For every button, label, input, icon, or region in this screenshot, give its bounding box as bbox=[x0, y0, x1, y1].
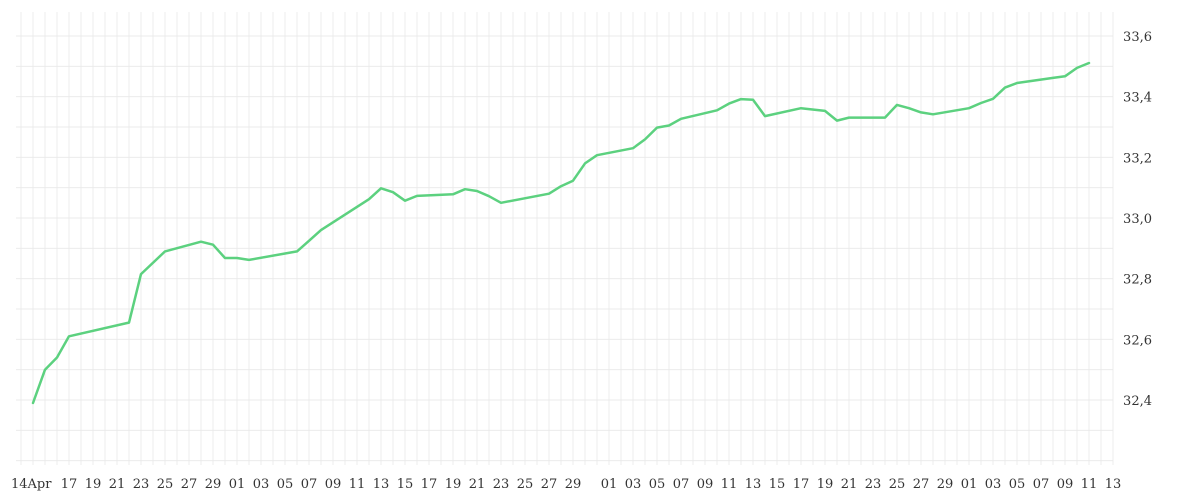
y-tick-label: 33,4 bbox=[1123, 91, 1152, 106]
x-tick-label: 05 bbox=[1009, 477, 1026, 492]
x-tick-label: 21 bbox=[469, 477, 486, 492]
x-tick-label: 11 bbox=[1081, 477, 1098, 492]
x-tick-label: 09 bbox=[1057, 477, 1074, 492]
series-layer bbox=[31, 61, 1091, 405]
x-tick-label: 23 bbox=[865, 477, 882, 492]
x-tick-label: 19 bbox=[85, 477, 102, 492]
x-tick-label: 13 bbox=[373, 477, 390, 492]
y-tick-label: 32,8 bbox=[1123, 273, 1152, 288]
y-tick-label: 33,6 bbox=[1123, 30, 1152, 45]
x-tick-label: 03 bbox=[253, 477, 270, 492]
x-tick-label: 09 bbox=[697, 477, 714, 492]
series-line-0 bbox=[31, 61, 1091, 405]
x-tick-label: 17 bbox=[421, 477, 438, 492]
x-tick-label: 25 bbox=[889, 477, 906, 492]
x-tick-label: 21 bbox=[109, 477, 126, 492]
x-tick-label: 09 bbox=[325, 477, 342, 492]
x-tick-label: 27 bbox=[181, 477, 198, 492]
x-tick-label: 11 bbox=[721, 477, 738, 492]
x-tick-label: 11 bbox=[349, 477, 366, 492]
x-tick-label: 29 bbox=[205, 477, 222, 492]
y-tick-label: 33,2 bbox=[1123, 151, 1152, 166]
y-axis-ticks: 32,4 32,6 32,8 33,0 33,2 33,4 33,6 bbox=[1123, 30, 1152, 409]
x-tick-label: 05 bbox=[277, 477, 294, 492]
x-tick-label: 13 bbox=[1105, 477, 1122, 492]
y-tick-label: 32,6 bbox=[1123, 333, 1152, 348]
grid bbox=[16, 12, 1114, 465]
x-tick-label: 17 bbox=[61, 477, 78, 492]
x-tick-label: 14Apr bbox=[11, 477, 52, 492]
x-tick-label: 05 bbox=[649, 477, 666, 492]
x-tick-label: 19 bbox=[817, 477, 834, 492]
x-tick-label: 27 bbox=[541, 477, 558, 492]
y-tick-label: 33,0 bbox=[1123, 212, 1152, 227]
x-tick-label: 03 bbox=[625, 477, 642, 492]
x-tick-label: 21 bbox=[841, 477, 858, 492]
x-tick-label: 23 bbox=[133, 477, 150, 492]
x-tick-label: 25 bbox=[517, 477, 534, 492]
x-tick-label: 15 bbox=[769, 477, 786, 492]
x-tick-label: 07 bbox=[301, 477, 318, 492]
x-tick-label: 25 bbox=[157, 477, 174, 492]
x-tick-label: 13 bbox=[745, 477, 762, 492]
x-tick-label: 01 bbox=[961, 477, 978, 492]
x-tick-label: 01 bbox=[601, 477, 618, 492]
x-tick-label: 17 bbox=[793, 477, 810, 492]
x-tick-label: 15 bbox=[397, 477, 414, 492]
x-tick-label: 23 bbox=[493, 477, 510, 492]
x-tick-label: 01 bbox=[229, 477, 246, 492]
x-axis-ticks: 14Apr 17 19 21 23 25 27 29 01 03 05 07 09 11 13 15 17 19 2… bbox=[11, 477, 1121, 492]
x-tick-label: 07 bbox=[1033, 477, 1050, 492]
x-tick-label: 03 bbox=[985, 477, 1002, 492]
y-tick-label: 32,4 bbox=[1123, 394, 1152, 409]
x-tick-label: 29 bbox=[937, 477, 954, 492]
x-tick-label: 29 bbox=[565, 477, 582, 492]
x-tick-label: 07 bbox=[673, 477, 690, 492]
x-tick-label: 19 bbox=[445, 477, 462, 492]
x-tick-label: 27 bbox=[913, 477, 930, 492]
